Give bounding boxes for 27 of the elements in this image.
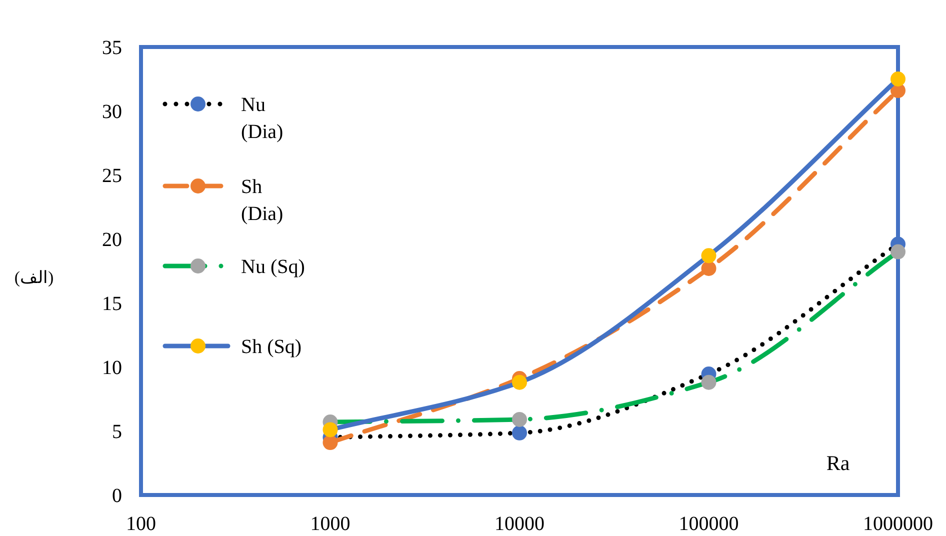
y-tick-label: 0 — [112, 485, 122, 507]
point — [701, 374, 716, 390]
y-tick-label: 15 — [102, 293, 122, 315]
x-tick-label: 1000000 — [863, 513, 933, 535]
point — [890, 244, 906, 260]
legend-label: Nu (Dia) — [241, 94, 284, 143]
point — [512, 374, 527, 390]
point — [701, 248, 716, 264]
legend-label: Sh (Sq) — [241, 336, 302, 358]
legend-label: Nu (Sq) — [241, 256, 305, 278]
point — [512, 412, 527, 427]
y-tick-label: 5 — [112, 421, 122, 443]
legend-label: Sh (Dia) — [241, 176, 284, 225]
point — [512, 425, 527, 440]
x-axis-title: Ra — [826, 451, 850, 475]
point — [701, 260, 716, 276]
y-tick-label: 30 — [102, 101, 122, 123]
x-tick-label: 100 — [126, 513, 156, 535]
x-tick-label: 1000 — [310, 513, 350, 535]
x-tick-label: 10000 — [494, 513, 544, 535]
y-tick-label: 20 — [102, 229, 122, 251]
y-tick-label: 10 — [102, 357, 122, 379]
y-tick-label: 25 — [102, 165, 122, 187]
point — [890, 72, 906, 86]
x-tick-label: 100000 — [678, 513, 739, 535]
text: (الف) — [14, 268, 54, 287]
y-tick-label: 35 — [102, 37, 122, 59]
